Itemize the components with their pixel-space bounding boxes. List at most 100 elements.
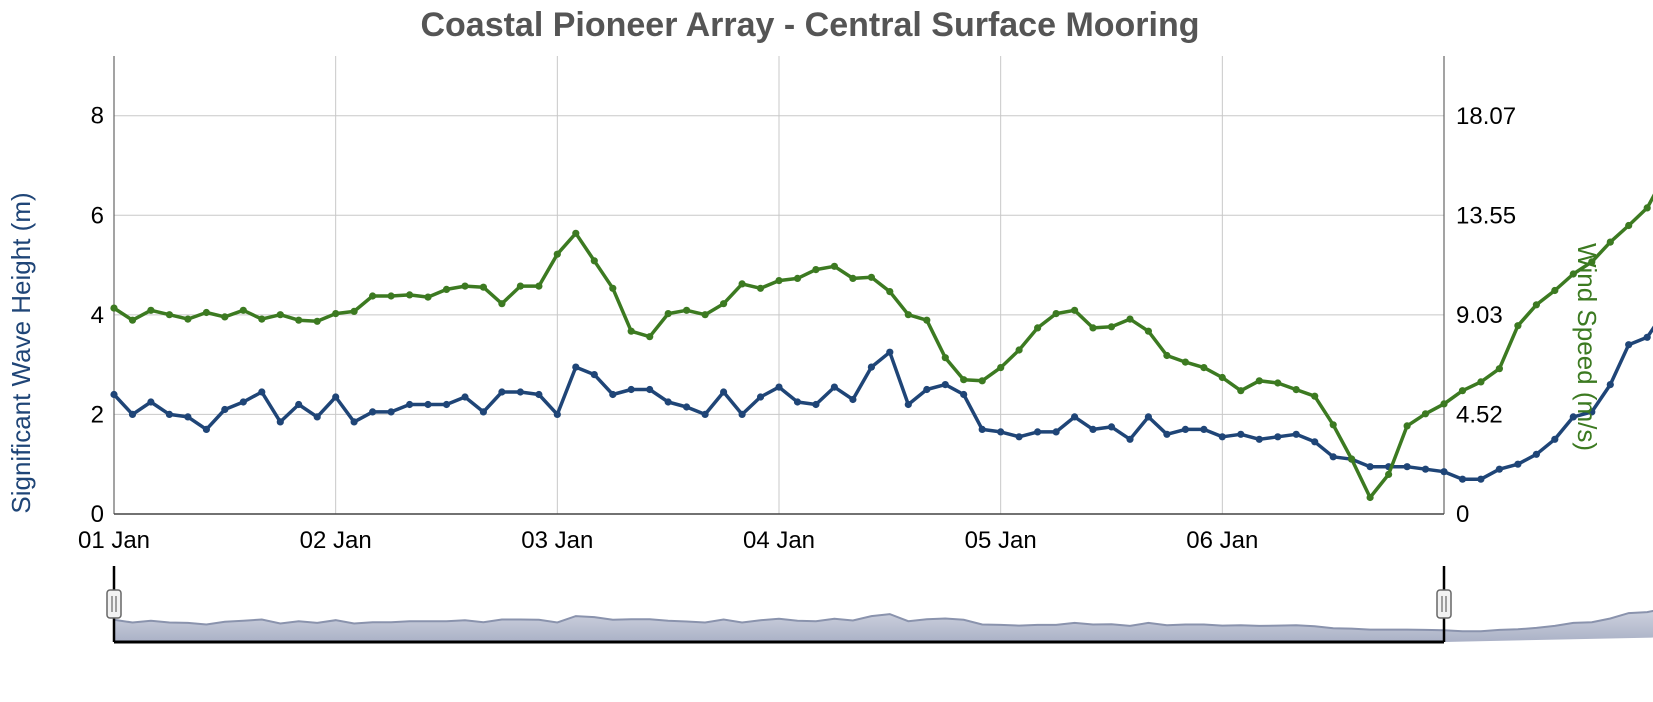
data-point[interactable] bbox=[1034, 428, 1042, 436]
data-point[interactable] bbox=[147, 306, 155, 314]
data-point[interactable] bbox=[535, 282, 543, 290]
data-point[interactable] bbox=[1255, 377, 1263, 385]
data-point[interactable] bbox=[479, 283, 487, 291]
data-point[interactable] bbox=[369, 292, 377, 300]
data-point[interactable] bbox=[1532, 450, 1540, 458]
data-point[interactable] bbox=[1514, 322, 1522, 330]
data-point[interactable] bbox=[923, 316, 931, 324]
data-point[interactable] bbox=[332, 310, 340, 318]
data-point[interactable] bbox=[313, 413, 321, 421]
data-point[interactable] bbox=[1421, 465, 1430, 473]
data-point[interactable] bbox=[110, 390, 118, 399]
data-point[interactable] bbox=[369, 408, 377, 416]
data-point[interactable] bbox=[886, 348, 894, 356]
data-point[interactable] bbox=[202, 308, 210, 317]
data-point[interactable] bbox=[1052, 310, 1060, 318]
data-point[interactable] bbox=[1034, 324, 1042, 332]
data-point[interactable] bbox=[1181, 358, 1189, 366]
data-point[interactable] bbox=[830, 262, 839, 270]
data-point[interactable] bbox=[1588, 258, 1596, 266]
data-point[interactable] bbox=[1200, 364, 1208, 372]
data-point[interactable] bbox=[1292, 430, 1300, 438]
data-point[interactable] bbox=[1274, 379, 1282, 387]
data-point[interactable] bbox=[461, 282, 469, 290]
data-point[interactable] bbox=[738, 280, 746, 288]
data-point[interactable] bbox=[406, 400, 414, 409]
data-point[interactable] bbox=[849, 274, 857, 282]
data-point[interactable] bbox=[997, 428, 1005, 436]
data-point[interactable] bbox=[239, 306, 247, 314]
data-point[interactable] bbox=[1237, 387, 1245, 395]
data-point[interactable] bbox=[553, 410, 561, 418]
data-point[interactable] bbox=[1311, 392, 1319, 400]
data-point[interactable] bbox=[498, 300, 506, 308]
data-point[interactable] bbox=[1403, 422, 1411, 430]
data-point[interactable] bbox=[1144, 413, 1152, 421]
data-point[interactable] bbox=[165, 410, 173, 418]
data-point[interactable] bbox=[1532, 301, 1540, 309]
data-point[interactable] bbox=[516, 388, 525, 396]
data-point[interactable] bbox=[128, 316, 137, 324]
data-point[interactable] bbox=[1495, 465, 1503, 473]
data-point[interactable] bbox=[1163, 430, 1171, 438]
data-point[interactable] bbox=[1606, 238, 1614, 246]
data-point[interactable] bbox=[1071, 306, 1079, 314]
data-point[interactable] bbox=[221, 313, 229, 321]
data-point[interactable] bbox=[1551, 286, 1559, 295]
data-point[interactable] bbox=[886, 288, 894, 296]
data-point[interactable] bbox=[941, 354, 949, 362]
data-point[interactable] bbox=[332, 393, 340, 401]
data-point[interactable] bbox=[1181, 425, 1189, 433]
data-point[interactable] bbox=[442, 285, 451, 293]
navigator-right-handle[interactable] bbox=[1436, 589, 1452, 619]
data-point[interactable] bbox=[904, 400, 912, 409]
data-point[interactable] bbox=[442, 400, 451, 409]
data-point[interactable] bbox=[1440, 400, 1448, 408]
data-point[interactable] bbox=[627, 385, 635, 394]
data-point[interactable] bbox=[1052, 428, 1060, 436]
data-point[interactable] bbox=[1071, 413, 1079, 421]
data-point[interactable] bbox=[1625, 341, 1633, 349]
data-point[interactable] bbox=[1477, 475, 1485, 483]
data-point[interactable] bbox=[406, 291, 414, 299]
data-point[interactable] bbox=[1625, 221, 1633, 230]
data-point[interactable] bbox=[165, 311, 173, 319]
data-point[interactable] bbox=[387, 292, 395, 300]
data-point[interactable] bbox=[516, 282, 525, 290]
data-point[interactable] bbox=[1144, 327, 1152, 335]
data-point[interactable] bbox=[683, 306, 691, 314]
data-point[interactable] bbox=[646, 333, 654, 341]
data-point[interactable] bbox=[1237, 430, 1245, 438]
data-point[interactable] bbox=[738, 410, 746, 418]
data-point[interactable] bbox=[572, 229, 580, 237]
navigator-left-handle[interactable] bbox=[106, 589, 122, 619]
data-point[interactable] bbox=[590, 257, 598, 265]
data-point[interactable] bbox=[535, 390, 543, 399]
data-point[interactable] bbox=[775, 277, 783, 285]
data-point[interactable] bbox=[812, 266, 820, 274]
data-point[interactable] bbox=[1107, 423, 1116, 431]
data-point[interactable] bbox=[978, 425, 986, 433]
data-point[interactable] bbox=[756, 393, 765, 401]
data-point[interactable] bbox=[683, 403, 691, 411]
data-point[interactable] bbox=[1569, 413, 1577, 421]
data-point[interactable] bbox=[1089, 324, 1097, 332]
data-point[interactable] bbox=[1218, 373, 1226, 382]
data-point[interactable] bbox=[1569, 270, 1577, 278]
data-point[interactable] bbox=[110, 304, 118, 312]
data-point[interactable] bbox=[184, 413, 192, 421]
data-point[interactable] bbox=[830, 383, 839, 391]
data-point[interactable] bbox=[553, 250, 561, 258]
data-point[interactable] bbox=[867, 273, 876, 281]
data-point[interactable] bbox=[1163, 351, 1171, 360]
data-point[interactable] bbox=[1311, 438, 1319, 446]
data-point[interactable] bbox=[1089, 425, 1097, 433]
data-point[interactable] bbox=[756, 284, 765, 292]
data-point[interactable] bbox=[1107, 323, 1116, 331]
data-point[interactable] bbox=[960, 390, 968, 399]
handle-body[interactable] bbox=[106, 589, 122, 619]
data-point[interactable] bbox=[978, 377, 986, 385]
data-point[interactable] bbox=[295, 316, 303, 324]
data-point[interactable] bbox=[424, 400, 432, 409]
data-point[interactable] bbox=[664, 310, 672, 318]
